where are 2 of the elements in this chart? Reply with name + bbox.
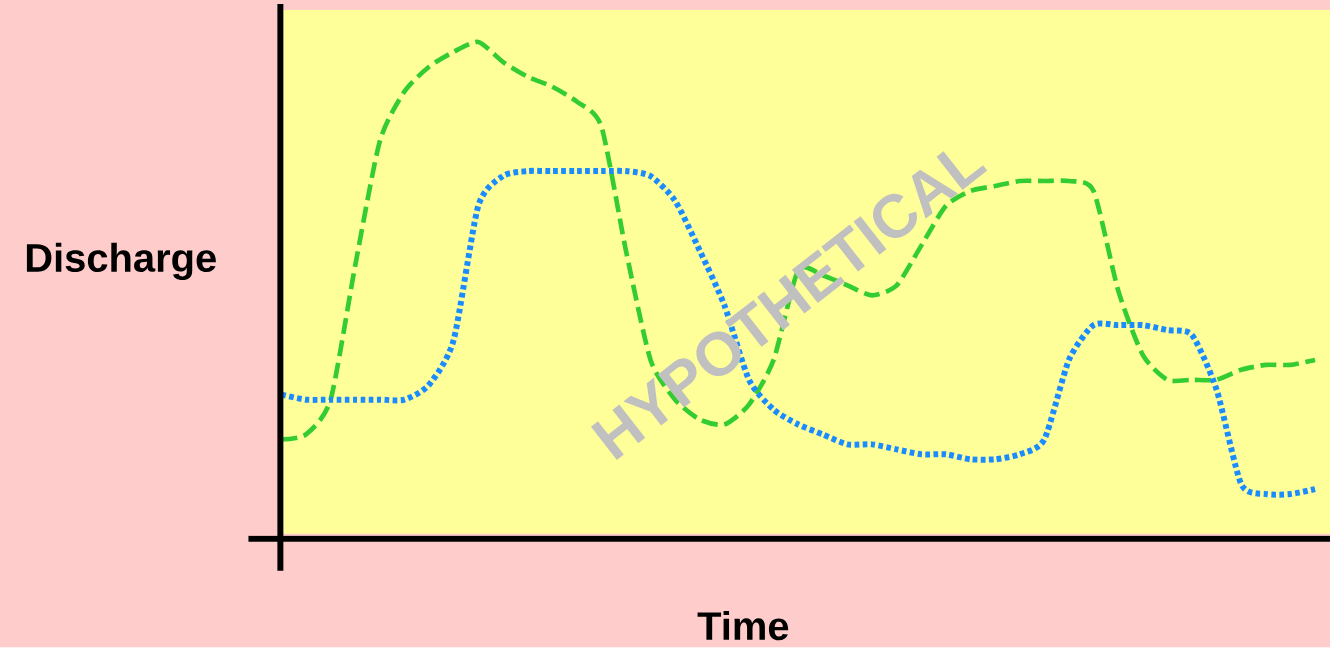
x-axis-title: Time (697, 611, 789, 641)
y-axis-title: Discharge (26, 242, 216, 281)
